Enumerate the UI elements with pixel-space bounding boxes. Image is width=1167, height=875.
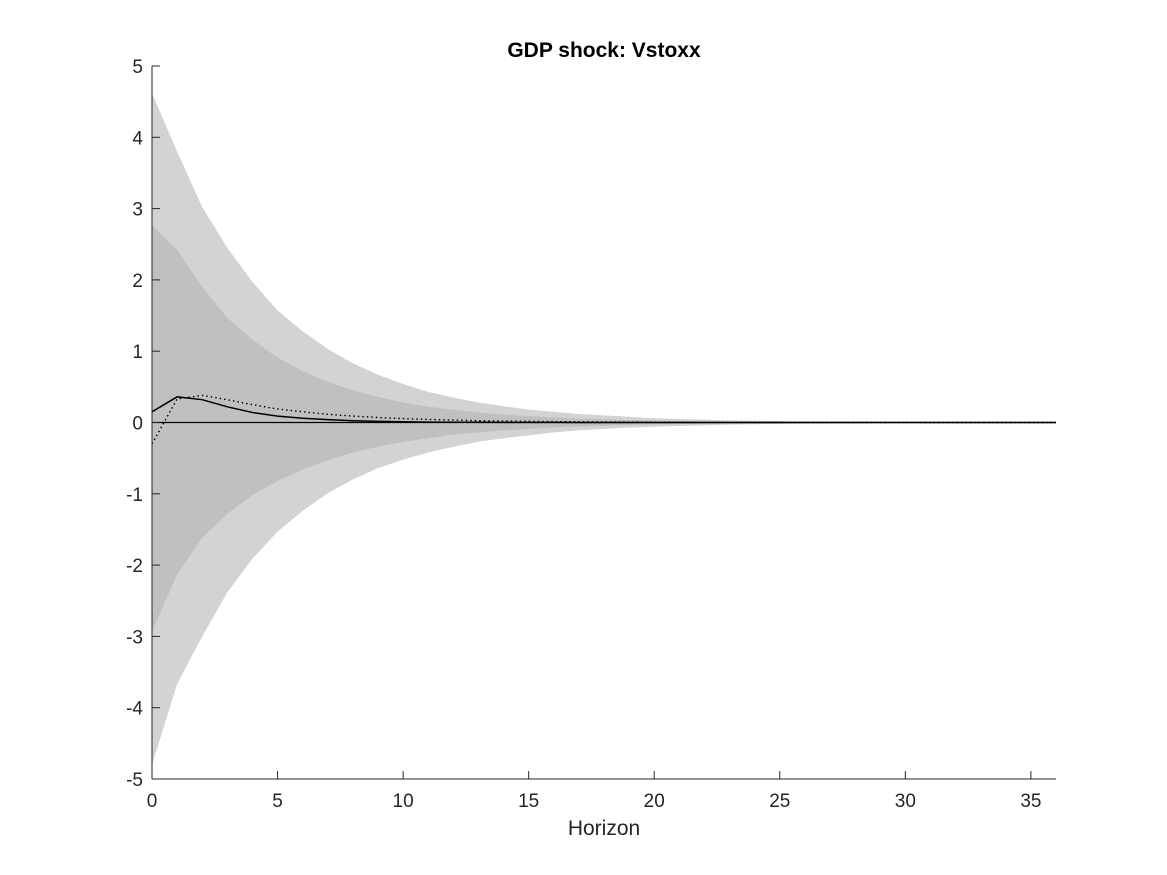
x-tick-label: 5 bbox=[272, 791, 283, 812]
x-tick-label: 15 bbox=[518, 791, 539, 812]
y-tick-label: 5 bbox=[132, 57, 143, 78]
plot-area bbox=[151, 93, 1056, 765]
y-tick-label: -1 bbox=[126, 485, 143, 506]
y-tick-label: 3 bbox=[132, 200, 143, 221]
outer-confidence-band bbox=[152, 93, 1056, 765]
x-axis-ticks: 0 5 10 15 20 25 30 35 bbox=[147, 771, 1041, 812]
y-tick-label: 4 bbox=[132, 128, 143, 149]
x-tick-label: 10 bbox=[393, 791, 414, 812]
y-tick-label: -2 bbox=[126, 556, 143, 577]
solid-series-line bbox=[151, 396, 1056, 424]
x-axis-label: Horizon bbox=[568, 817, 640, 840]
x-tick-label: 25 bbox=[769, 791, 790, 812]
y-tick-label: 0 bbox=[132, 414, 143, 435]
x-tick-label: 20 bbox=[644, 791, 665, 812]
x-tick-label: 0 bbox=[147, 791, 158, 812]
x-tick-label: 30 bbox=[895, 791, 916, 812]
axes: -5 -4 -3 -2 -1 0 1 2 3 4 5 0 5 10 15 20 25 30 35 bbox=[126, 57, 1056, 812]
y-tick-label: 1 bbox=[132, 342, 143, 363]
chart-title: GDP shock: Vstoxx bbox=[507, 39, 701, 62]
y-tick-label: 2 bbox=[132, 271, 143, 292]
y-tick-label: -3 bbox=[126, 627, 143, 648]
x-tick-label: 35 bbox=[1020, 791, 1041, 812]
y-tick-label: -4 bbox=[126, 699, 143, 720]
inner-confidence-band bbox=[152, 225, 1056, 632]
series-lines bbox=[151, 394, 1056, 445]
y-axis-ticks: -5 -4 -3 -2 -1 0 1 2 3 4 5 bbox=[126, 57, 160, 791]
confidence-bands bbox=[152, 93, 1056, 765]
y-tick-label: -5 bbox=[126, 770, 143, 791]
